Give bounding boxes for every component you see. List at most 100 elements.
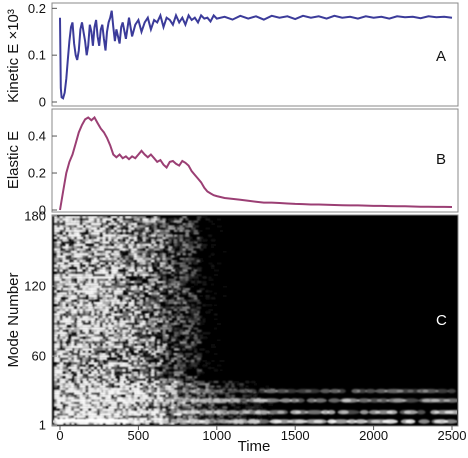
heatmap-cell (128, 332, 132, 335)
heatmap-cell (125, 369, 131, 372)
heatmap-cell (85, 408, 89, 411)
heatmap-cell (188, 413, 192, 416)
heatmap-cell (165, 301, 171, 304)
heatmap-cell (62, 366, 66, 369)
heatmap-band-blob (403, 410, 418, 415)
heatmap-cell (59, 260, 63, 263)
heatmap-band-blob (138, 388, 153, 394)
heatmap-cell (151, 255, 155, 258)
heatmap-cell (56, 220, 62, 223)
heatmap-cell (102, 297, 108, 300)
heatmap-cell (142, 350, 146, 353)
heatmap-cell (131, 236, 137, 239)
heatmap-cell (59, 257, 63, 260)
heatmap-cell (116, 290, 121, 293)
heatmap-cell (54, 260, 59, 263)
heatmap-cell (94, 292, 99, 295)
heatmap-cell (191, 257, 196, 260)
heatmap-cell (125, 385, 130, 388)
heatmap-cell (85, 274, 91, 277)
heatmap-cell (105, 223, 111, 226)
heatmap-cell (148, 413, 154, 416)
heatmap-cell (179, 234, 185, 237)
heatmap-cell (59, 336, 65, 339)
heatmap-cell (139, 253, 145, 256)
heatmap-cell (111, 332, 115, 335)
heatmap-cell (182, 364, 186, 367)
heatmap-cell (139, 227, 145, 230)
heatmap-cell (128, 385, 132, 388)
heatmap-cell (74, 339, 79, 342)
heatmap-cell (54, 404, 58, 407)
heatmap-cell (145, 253, 151, 256)
heatmap-cell (114, 241, 118, 244)
heatmap-cell (88, 394, 93, 397)
heatmap-cell (119, 288, 124, 291)
heatmap-cell (182, 269, 188, 272)
heatmap-cell (108, 220, 112, 223)
heatmap-cell (99, 336, 103, 339)
heatmap-cell (56, 315, 62, 318)
heatmap-cell (116, 216, 121, 219)
heatmap-cell (214, 394, 217, 397)
heatmap-cell (176, 236, 181, 239)
heatmap-cell (131, 234, 136, 237)
heatmap-cell (139, 339, 143, 342)
heatmap-cell (56, 336, 62, 339)
kinetic-energy-line (59, 10, 453, 100)
heatmap-cell (202, 332, 207, 335)
heatmap-cell (88, 348, 94, 351)
heatmap-cell (114, 327, 119, 330)
heatmap-cell (196, 373, 200, 376)
heatmap-cell (59, 267, 64, 270)
heatmap-cell (128, 295, 134, 298)
heatmap-cell (79, 315, 83, 318)
heatmap-cell (91, 267, 95, 270)
heatmap-cell (228, 397, 233, 400)
heatmap-cell (171, 418, 176, 421)
heatmap-cell (145, 248, 150, 251)
heatmap-cell (185, 404, 191, 407)
heatmap-cell (205, 297, 210, 300)
heatmap-cell (208, 406, 213, 409)
heatmap-cell (159, 378, 163, 381)
heatmap-cell (65, 243, 69, 246)
heatmap-cell (179, 380, 184, 383)
heatmap-cell (125, 311, 131, 314)
heatmap-cell (159, 360, 164, 363)
heatmap-cell (139, 371, 145, 374)
heatmap-cell (105, 329, 109, 332)
heatmap-cell (82, 355, 87, 358)
heatmap-cell (62, 288, 68, 291)
heatmap-cell (125, 320, 130, 323)
heatmap-cell (114, 315, 119, 318)
heatmap-cell (142, 315, 146, 318)
heatmap-cell (162, 264, 167, 267)
heatmap-cell (134, 392, 137, 395)
heatmap-cell (216, 408, 222, 411)
heatmap-cell (96, 290, 101, 293)
heatmap-cell (174, 306, 179, 309)
heatmap-cell (94, 413, 98, 416)
heatmap-cell (134, 236, 138, 239)
heatmap-cell (116, 253, 122, 256)
heatmap-cell (76, 387, 81, 390)
heatmap-cell (142, 304, 147, 307)
heatmap-cell (79, 378, 84, 381)
heatmap-cell (239, 383, 244, 386)
heatmap-band-blob (227, 388, 237, 394)
heatmap-cell (168, 285, 174, 288)
heatmap-cell (54, 229, 58, 232)
heatmap-cell (94, 327, 98, 330)
heatmap-cell (188, 255, 192, 258)
heatmap-cell (168, 362, 172, 365)
heatmap-band-blob (232, 398, 250, 403)
heatmap-cell (71, 299, 75, 302)
heatmap-cell (168, 292, 173, 295)
heatmap-cell (119, 415, 125, 418)
heatmap-cell (171, 241, 175, 244)
heatmap-cell (116, 257, 122, 260)
heatmap-cell (156, 371, 162, 374)
heatmap-cell (88, 225, 94, 228)
heatmap-cell (136, 246, 142, 249)
